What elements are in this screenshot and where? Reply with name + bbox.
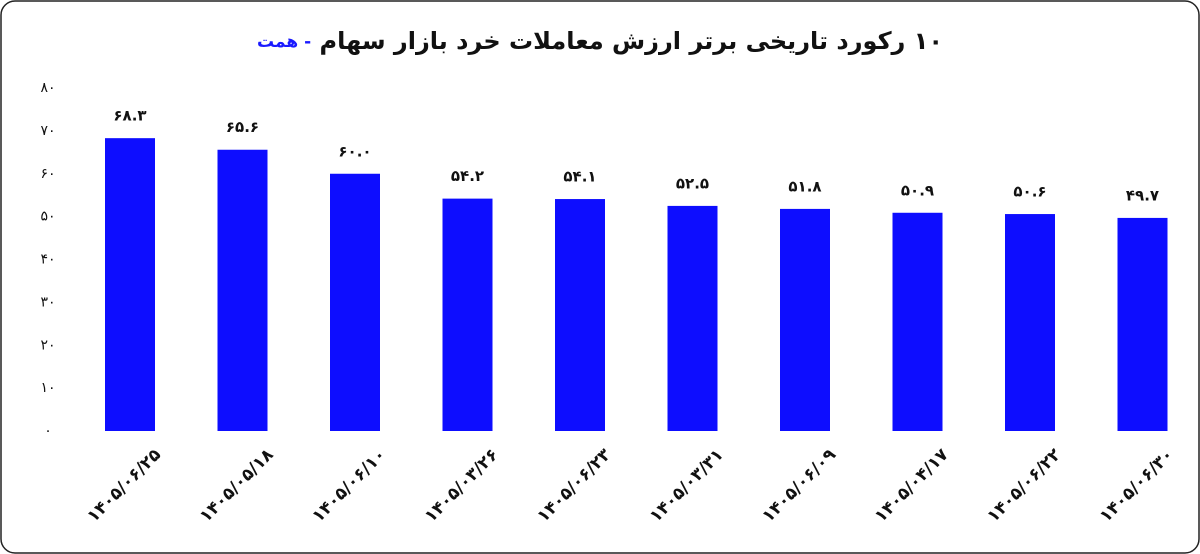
value-label: ۵۱.۸ [788, 177, 821, 195]
value-label: ۵۰.۹ [901, 181, 934, 199]
value-label: ۵۴.۲ [451, 167, 484, 185]
y-tick-label: ۸۰ [40, 80, 55, 96]
chart-title: ۱۰ رکورد تاریخی برتر ارزش معاملات خرد با… [257, 27, 943, 55]
bar [330, 173, 380, 431]
bar [442, 198, 493, 431]
y-tick-label: ۱۰ [40, 380, 55, 396]
value-label: ۶۰.۰ [338, 142, 371, 160]
value-label: ۵۴.۱ [563, 168, 596, 186]
bar [217, 149, 268, 432]
bar [780, 208, 830, 431]
y-tick-label: ۰ [44, 423, 52, 439]
bar [105, 138, 155, 431]
y-tick-label: ۲۰ [40, 337, 55, 353]
y-tick-label: ۴۰ [40, 252, 55, 268]
bar [892, 212, 943, 431]
bar [555, 199, 605, 431]
y-tick-label: ۷۰ [40, 123, 55, 139]
value-label: ۵۰.۶ [1013, 183, 1046, 201]
value-label: ۶۵.۶ [226, 118, 259, 136]
bar [1117, 217, 1168, 431]
title: ۱۰ رکورد تاریخی برتر ارزش معاملات خرد با… [320, 27, 943, 55]
y-tick-label: ۵۰ [40, 209, 55, 225]
bar [1005, 214, 1055, 431]
unit: - همت [257, 32, 311, 52]
value-label: ۵۲.۵ [676, 174, 709, 192]
bar [667, 205, 718, 431]
value-label: ۴۹.۷ [1126, 186, 1159, 204]
y-tick-label: ۶۰ [40, 166, 55, 182]
y-tick-label: ۳۰ [40, 294, 55, 310]
value-label: ۶۸.۳ [113, 107, 146, 125]
